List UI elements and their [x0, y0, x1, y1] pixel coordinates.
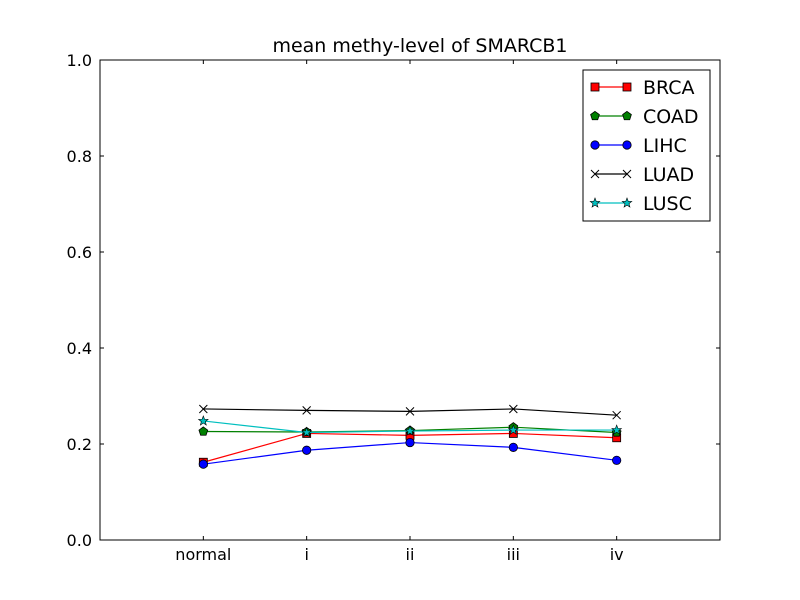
plot-frame: [99, 59, 721, 541]
legend-marker: [622, 82, 632, 92]
x-tick-label: i: [304, 545, 308, 564]
legend-label: LIHC: [643, 135, 687, 157]
legend-item-luad: LUAD: [590, 164, 694, 186]
legend-label: BRCA: [643, 77, 695, 99]
data-point-lusc: [507, 424, 519, 435]
legend-marker: [590, 169, 600, 179]
legend-marker: [590, 110, 600, 121]
legend-label: LUSC: [643, 193, 692, 215]
legend-marker: [622, 169, 632, 179]
legend-label: COAD: [643, 106, 699, 128]
x-tick-label: ii: [406, 545, 415, 564]
y-tick-label: 1.0: [67, 51, 92, 70]
data-point-luad: [302, 406, 312, 415]
data-point-lusc: [301, 426, 313, 438]
legend-item-lihc: LIHC: [590, 135, 687, 157]
data-point-luad: [405, 407, 415, 416]
legend-item-coad: COAD: [590, 106, 699, 128]
legend-item-lusc: LUSC: [589, 193, 692, 215]
data-point-luad: [612, 410, 622, 420]
x-tick-label: normal: [175, 545, 231, 564]
legend-marker: [590, 140, 600, 150]
series-layer: [197, 404, 623, 469]
x-tick-label: iv: [610, 545, 624, 564]
x-tick-label: iii: [507, 545, 520, 564]
series-luad: [198, 404, 622, 420]
data-point-lihc: [302, 445, 312, 455]
legend-marker: [622, 110, 632, 121]
data-point-luad: [198, 404, 208, 414]
y-tick-label: 0.0: [67, 531, 92, 550]
series-lusc: [197, 415, 623, 438]
legend-marker: [589, 197, 601, 208]
data-point-luad: [508, 404, 518, 414]
data-point-lusc: [404, 425, 416, 436]
y-tick-label: 0.4: [67, 339, 92, 358]
data-point-lusc: [197, 415, 209, 426]
chart-title: mean methy-level of SMARCB1: [272, 35, 567, 57]
data-point-lihc: [405, 437, 415, 448]
y-tick-label: 0.8: [67, 147, 92, 166]
legend-marker: [622, 140, 632, 150]
legend-marker: [621, 197, 633, 208]
data-point-lihc: [612, 455, 622, 465]
legend-label: LUAD: [643, 164, 694, 186]
data-point-lihc: [198, 459, 208, 469]
legend-marker: [590, 82, 600, 92]
y-tick-label: 0.6: [67, 243, 92, 262]
legend: BRCA COAD LIHC LUAD LUSC: [582, 69, 711, 222]
data-point-coad: [198, 426, 209, 436]
series-lihc: [198, 437, 622, 469]
data-point-lusc: [611, 424, 623, 435]
y-tick-label: 0.2: [67, 435, 92, 454]
legend-item-brca: BRCA: [590, 77, 695, 99]
data-point-lihc: [508, 442, 518, 452]
